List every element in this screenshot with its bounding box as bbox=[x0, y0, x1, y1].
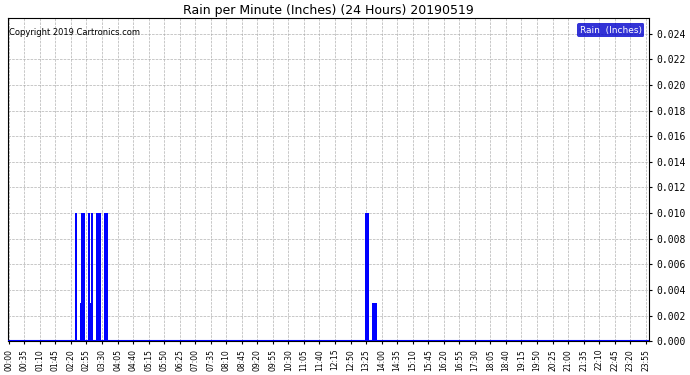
Legend: Rain  (Inches): Rain (Inches) bbox=[577, 23, 644, 37]
Title: Rain per Minute (Inches) (24 Hours) 20190519: Rain per Minute (Inches) (24 Hours) 2019… bbox=[183, 4, 474, 17]
Text: Copyright 2019 Cartronics.com: Copyright 2019 Cartronics.com bbox=[9, 28, 140, 37]
